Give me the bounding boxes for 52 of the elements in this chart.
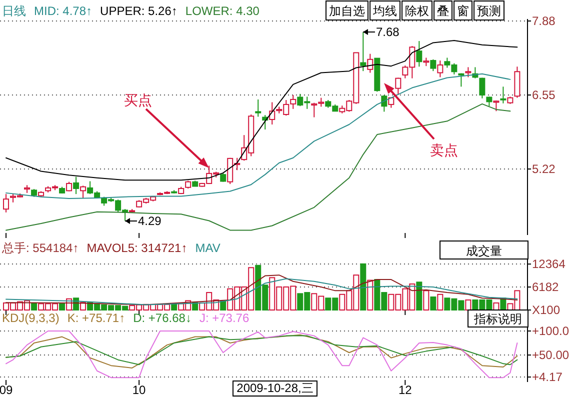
text: MID: 4.78↑ [34,4,92,18]
text: MAV [195,241,220,255]
bar [31,302,38,310]
annotation: 成交量 [466,244,502,258]
bar [416,282,422,310]
chart-title: 日线 [2,4,26,18]
bar [171,304,178,310]
y-tick-label: 7.88 [532,14,556,28]
annotation: 7.68 [376,25,400,39]
text: 总手: 554184↑ [1,241,79,255]
text: UPPER: 5.26↑ [100,4,178,18]
text: 均线 [372,4,397,18]
text: K: +75.71↑ [67,311,126,325]
text: 预测 [477,4,501,18]
candlestick [73,176,80,195]
bar [367,280,374,310]
candlestick [3,194,10,213]
annotation: 4.29 [138,214,162,228]
text: 加自选 [329,4,365,18]
bar [360,263,366,310]
text: J: +73.76 [199,311,250,325]
text: 除权 [405,4,429,18]
text: KDJ(9,3,3) [2,311,60,325]
bar [430,296,436,310]
annotation: 卖点 [430,142,458,158]
text: D: +76.68↓ [133,311,192,325]
bar [437,294,444,310]
y-tick-label: 5.22 [532,162,556,176]
text: MAVOL5: 314721↑ [86,241,188,255]
annotation: 买点 [124,92,152,108]
text: 叠 [437,4,449,18]
x-tick-label: 10 [132,383,146,397]
x-tick-label: 09 [0,383,14,397]
candlestick [416,40,422,68]
annotation: 指标说明 [473,312,522,326]
y-tick-label: 6.55 [532,88,556,102]
x-tick-label: 12 [398,383,412,397]
text: 2009-10-28,三 [236,381,314,395]
y-tick-label: +100.0 [532,324,570,338]
bar [465,299,472,310]
y-tick-label: X100 [532,303,560,317]
bar [59,303,66,310]
y-tick-label: +50.00 [532,348,570,362]
y-tick-label: 6182 [532,280,560,294]
candlestick [80,185,86,198]
line-series [6,73,511,199]
text: 窗 [457,4,469,18]
y-tick-label: 12364 [532,257,566,272]
text: LOWER: 4.30 [185,4,260,18]
bar [423,290,430,310]
y-tick-label: +4.17 [532,370,563,384]
line-series [6,330,518,378]
